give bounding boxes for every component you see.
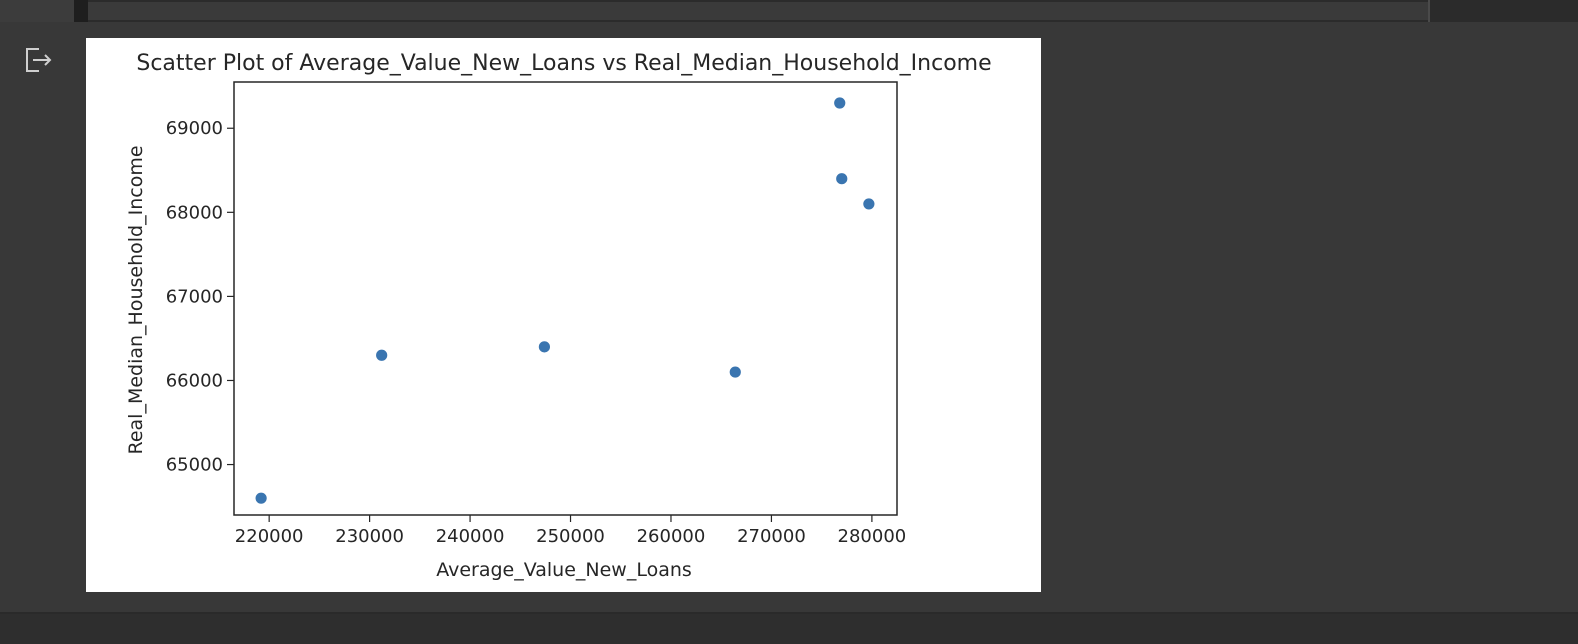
- chart-figure: Scatter Plot of Average_Value_New_Loans …: [86, 38, 1041, 592]
- plot-area: [233, 81, 898, 516]
- bottom-toolbar-strip: [0, 614, 1578, 644]
- scatter-point: [835, 172, 849, 186]
- bottom-divider: [0, 612, 1578, 614]
- x-tick-label: 270000: [737, 526, 806, 547]
- x-tick-label: 240000: [436, 526, 505, 547]
- scatter-point: [833, 96, 847, 110]
- x-tick-label: 250000: [536, 526, 605, 547]
- chart-title: Scatter Plot of Average_Value_New_Loans …: [136, 51, 991, 76]
- code-cell-input[interactable]: [88, 2, 1428, 20]
- cell-focus-bar: [74, 0, 88, 22]
- y-tick-label: 67000: [166, 286, 223, 307]
- pane-divider: [1428, 0, 1430, 22]
- chart-marks: 220000 230000 240000 250000 260000 270000 2800…: [166, 96, 907, 547]
- scatter-point: [862, 197, 876, 211]
- y-axis-label: Real_Median_Household_Income: [125, 145, 147, 454]
- x-tick-label: 260000: [637, 526, 706, 547]
- scatter-point: [254, 491, 268, 505]
- x-tick-label: 230000: [335, 526, 404, 547]
- y-tick-label: 65000: [166, 455, 223, 476]
- scatter-point: [538, 340, 551, 354]
- scatter-point: [728, 365, 742, 379]
- x-tick-label: 280000: [838, 526, 907, 547]
- x-axis-label: Average_Value_New_Loans: [436, 559, 692, 581]
- x-tick-label: 220000: [235, 526, 304, 547]
- y-tick-label: 69000: [166, 118, 223, 139]
- scatter-point: [375, 348, 389, 362]
- y-tick-label: 68000: [166, 202, 223, 223]
- scatter-chart: Scatter Plot of Average_Value_New_Loans …: [125, 51, 992, 581]
- y-tick-label: 66000: [166, 370, 223, 391]
- cell-gutter-top: [0, 0, 74, 22]
- output-redirect-icon[interactable]: [22, 44, 56, 76]
